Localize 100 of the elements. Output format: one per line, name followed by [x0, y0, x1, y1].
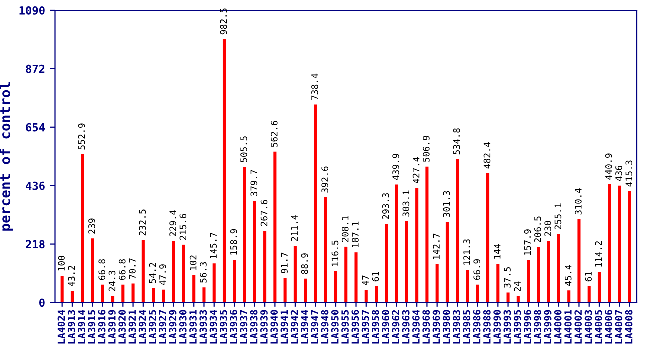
- y-tick-label: 218: [26, 240, 45, 249]
- bar: [557, 234, 560, 303]
- x-tick-label: LA3924: [138, 310, 146, 344]
- x-tick-label: LA3986: [473, 310, 481, 344]
- x-tick-label: LA3914: [78, 310, 86, 344]
- bar: [628, 191, 632, 303]
- data-label: 61: [372, 272, 380, 282]
- x-tick-label: LA3913: [68, 310, 76, 344]
- bar: [618, 186, 622, 303]
- data-label: 379.7: [250, 170, 258, 196]
- bar: [354, 252, 358, 303]
- bar: [264, 231, 267, 303]
- data-label: 45.4: [565, 265, 572, 286]
- bar: [142, 240, 145, 303]
- x-tick-label: LA4006: [605, 310, 612, 344]
- data-label: 738.4: [312, 74, 318, 100]
- data-label: 142.7: [433, 234, 440, 260]
- bar: [486, 173, 490, 303]
- data-label: 47: [362, 276, 369, 286]
- x-tick-label: LA3998: [534, 310, 542, 344]
- data-label: 215.6: [180, 214, 187, 240]
- bar: [212, 264, 216, 303]
- data-label: 482.4: [484, 142, 491, 169]
- data-label: 100: [58, 256, 65, 271]
- bar: [436, 264, 439, 303]
- x-tick-label: LA4003: [584, 310, 592, 344]
- bar: [598, 272, 602, 303]
- data-label: 144: [494, 244, 501, 259]
- x-tick-label: LA3999: [544, 310, 552, 344]
- data-label: 66.9: [474, 260, 481, 280]
- data-label: 301.3: [443, 191, 450, 218]
- data-label: 47.9: [160, 264, 166, 286]
- data-label: 392.6: [322, 166, 328, 193]
- x-tick-label: LA3983: [453, 310, 460, 344]
- bar: [243, 167, 246, 303]
- x-tick-label: LA3933: [200, 310, 208, 344]
- bar: [60, 276, 64, 303]
- data-label: 102: [190, 256, 197, 270]
- x-tick-label: LA3938: [250, 310, 258, 344]
- y-axis-title: percent of control: [0, 82, 14, 231]
- data-label: 982.5: [220, 8, 228, 35]
- data-label: 66.8: [118, 260, 126, 280]
- x-tick-label: LA3950: [331, 310, 339, 344]
- bar: [506, 292, 510, 303]
- data-label: 145.7: [210, 233, 218, 258]
- data-label: 70.7: [129, 258, 136, 280]
- bar: [81, 154, 84, 303]
- data-label: 303.1: [402, 190, 410, 217]
- x-tick-label: LA3962: [392, 310, 400, 344]
- bar: [344, 246, 348, 303]
- x-tick-label: LA3916: [98, 310, 106, 344]
- x-tick-label: LA4007: [615, 310, 623, 344]
- bar: [385, 224, 388, 303]
- data-label: 439.9: [392, 154, 400, 180]
- data-label: 310.4: [575, 188, 582, 215]
- bar: [70, 291, 74, 303]
- x-tick-label: LA3947: [311, 310, 319, 344]
- data-label: 230: [544, 221, 552, 236]
- bar: [233, 260, 236, 303]
- data-label: 121.3: [464, 240, 470, 265]
- bar: [364, 290, 368, 303]
- data-label: 562.6: [270, 121, 278, 148]
- data-label: 208.1: [342, 216, 349, 242]
- data-label: 43.2: [68, 266, 76, 287]
- x-tick-label: LA3915: [88, 310, 96, 344]
- data-label: 88.9: [301, 254, 308, 274]
- data-label: 66.8: [98, 260, 106, 280]
- bar: [456, 159, 460, 303]
- bar: [172, 241, 176, 303]
- x-tick-label: LA3980: [442, 310, 450, 344]
- x-tick-label: LA3995: [514, 310, 522, 344]
- x-tick-label: LA3993: [504, 310, 512, 344]
- x-tick-label: LA3963: [402, 310, 410, 344]
- x-tick-label: LA3935: [220, 310, 228, 344]
- bar: [324, 197, 328, 303]
- x-tick-label: LA3930: [179, 310, 187, 344]
- x-tick-label: LA3968: [422, 310, 430, 344]
- data-label: 552.9: [78, 124, 86, 150]
- x-tick-label: LA3936: [230, 310, 238, 344]
- x-tick-label: LA3925: [149, 310, 156, 344]
- bar: [253, 200, 256, 303]
- data-label: 232.5: [139, 210, 146, 236]
- data-label: 158.9: [230, 229, 238, 255]
- bar: [284, 278, 287, 303]
- bar: [122, 284, 125, 303]
- x-tick-label: LA3957: [362, 310, 370, 344]
- y-tick-label: 1090: [20, 6, 45, 15]
- bar: [182, 244, 186, 303]
- bar: [375, 286, 378, 303]
- x-tick-label: LA3988: [483, 310, 491, 344]
- data-label: 427.4: [412, 157, 420, 184]
- bar: [314, 104, 318, 303]
- x-tick-label: LA3941: [280, 310, 288, 344]
- x-tick-label: LA4001: [564, 310, 572, 344]
- bar: [547, 241, 550, 303]
- bar: [578, 220, 581, 303]
- x-tick-label: LA4000: [554, 310, 562, 344]
- data-label: 56.3: [200, 262, 207, 283]
- x-tick-label: LA3964: [412, 310, 420, 344]
- data-label: 91.7: [281, 252, 288, 274]
